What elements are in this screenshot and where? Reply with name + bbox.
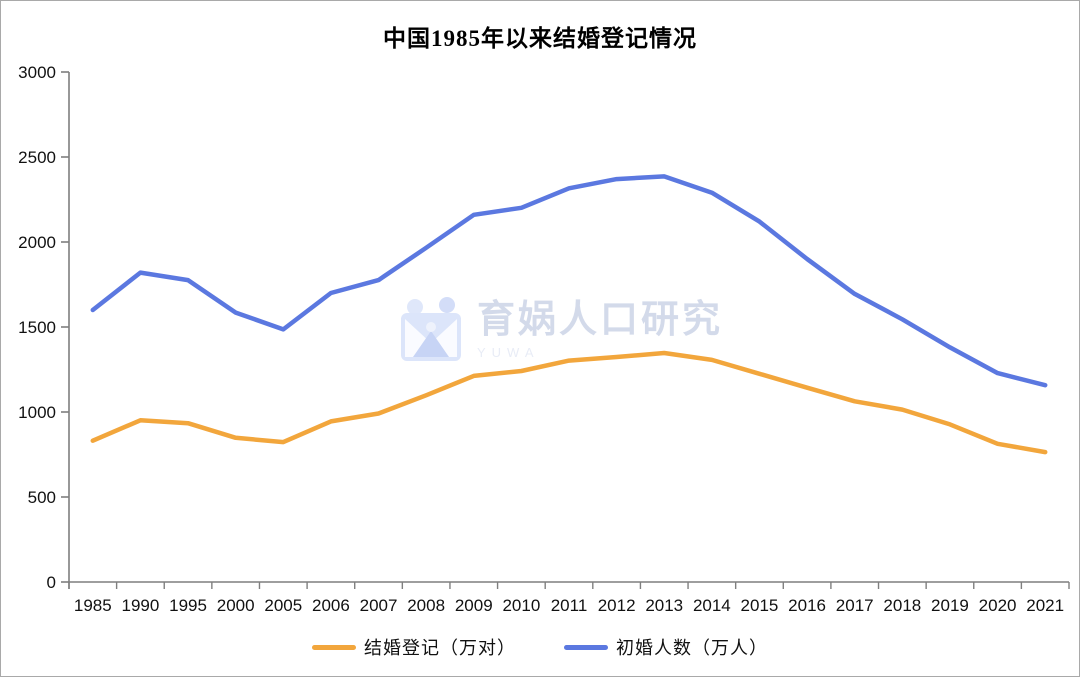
marriage-registrations-swatch <box>312 644 356 650</box>
x-tick-label: 2000 <box>217 596 255 615</box>
y-tick-label: 2000 <box>18 233 56 252</box>
x-tick-label: 2010 <box>502 596 540 615</box>
y-tick-label: 1500 <box>18 318 56 337</box>
x-tick-label: 2005 <box>264 596 302 615</box>
y-tick-label: 3000 <box>18 63 56 82</box>
x-tick-label: 2021 <box>1026 596 1064 615</box>
x-tick-label: 2011 <box>551 596 588 615</box>
x-tick-label: 1990 <box>122 596 160 615</box>
x-tick-label: 2018 <box>883 596 921 615</box>
x-tick-label: 2007 <box>360 596 398 615</box>
x-tick-label: 1995 <box>169 596 207 615</box>
marriage-registrations-line <box>90 350 1048 455</box>
x-tick-label: 2006 <box>312 596 350 615</box>
marriage-registrations-label: 结婚登记（万对） <box>364 638 516 658</box>
x-tick-label: 2008 <box>407 596 445 615</box>
first-marriage-count-swatch <box>564 644 608 650</box>
x-tick-label: 2016 <box>788 596 826 615</box>
y-tick-label: 2500 <box>18 148 56 167</box>
x-tick-label: 2015 <box>741 596 779 615</box>
legend-item-first-marriage-count: 初婚人数（万人） <box>564 634 768 660</box>
x-tick-label: 2020 <box>979 596 1017 615</box>
first-marriage-count-line <box>90 174 1048 388</box>
x-tick-label: 1985 <box>74 596 112 615</box>
x-tick-label: 2014 <box>693 596 731 615</box>
x-tick-label: 2012 <box>598 596 636 615</box>
x-tick-label: 2009 <box>455 596 493 615</box>
chart-title: 中国1985年以来结婚登记情况 <box>383 26 697 51</box>
x-tick-label: 2017 <box>836 596 874 615</box>
y-tick-label: 500 <box>28 488 56 507</box>
y-tick-label: 0 <box>47 573 56 592</box>
x-tick-label: 2019 <box>931 596 969 615</box>
legend-item-marriage-registrations: 结婚登记（万对） <box>312 634 516 660</box>
x-tick-label: 2013 <box>645 596 683 615</box>
y-tick-label: 1000 <box>18 403 56 422</box>
chart-legend: 结婚登记（万对） 初婚人数（万人） <box>1 634 1079 660</box>
first-marriage-count-label: 初婚人数（万人） <box>616 638 768 658</box>
